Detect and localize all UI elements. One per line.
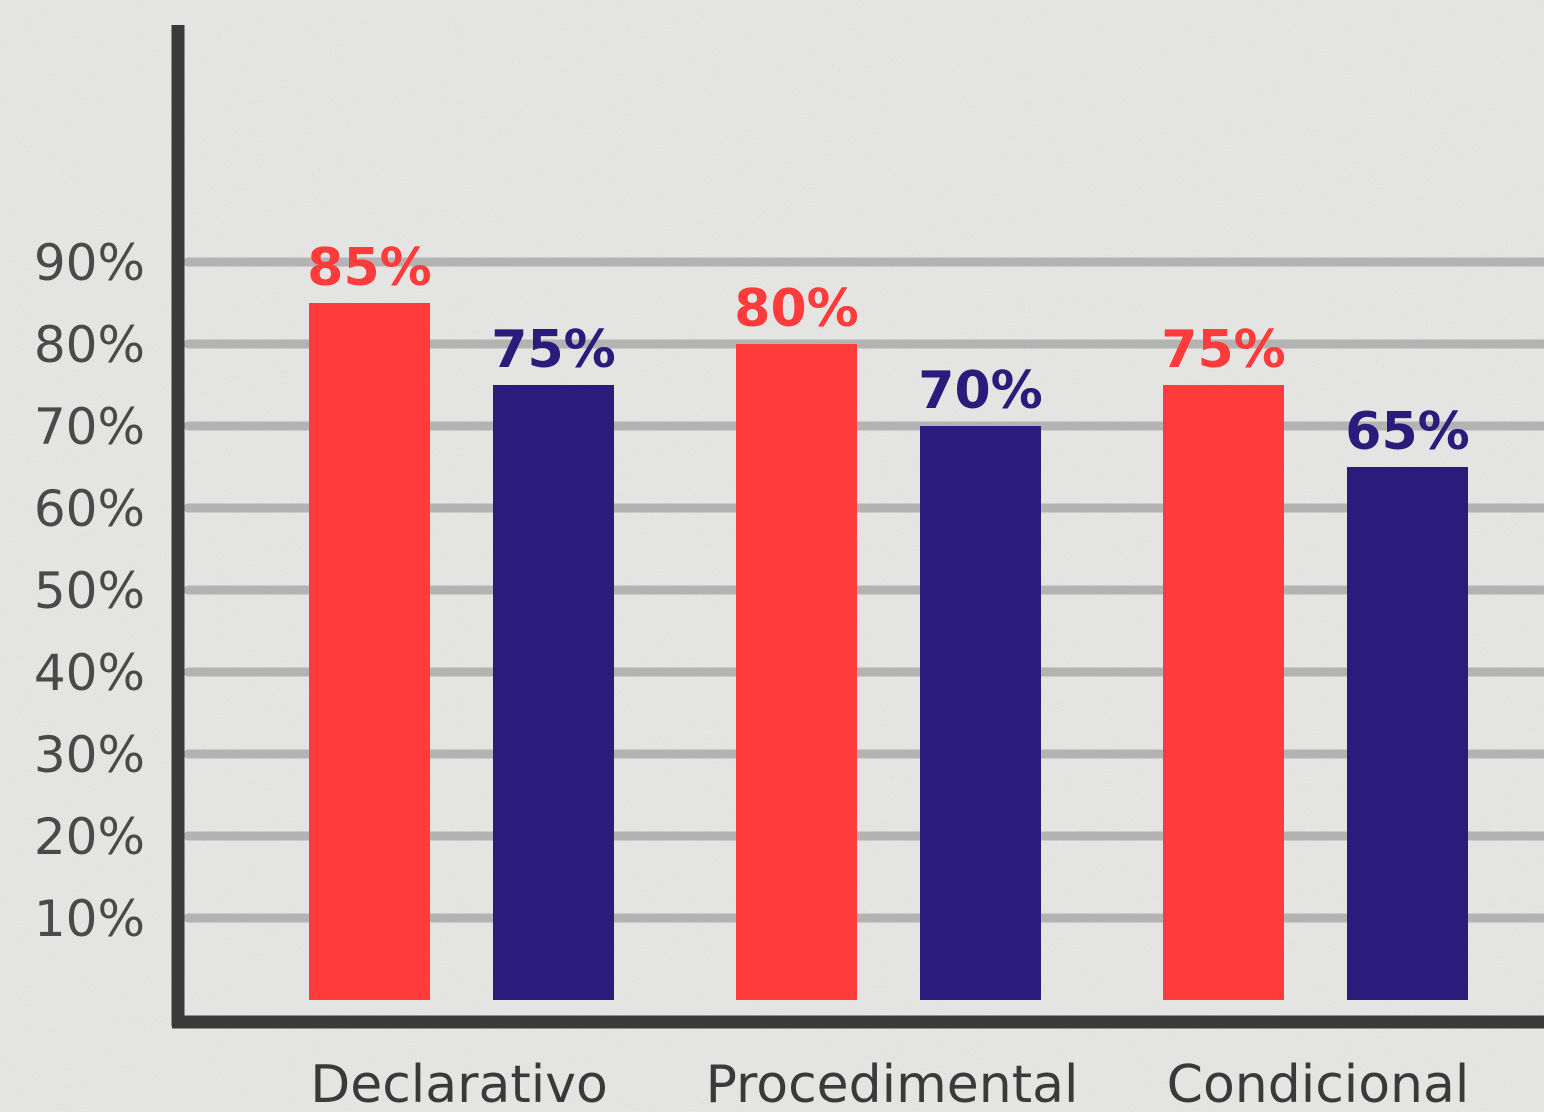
axes (171, 25, 1544, 1029)
y-axis-ticks: 10% 20% 30% 40% 50% 60% 70% 80% 90% (34, 234, 145, 948)
y-tick-label: 20% (34, 808, 145, 866)
y-tick-label: 50% (34, 562, 145, 620)
y-tick-label: 10% (34, 890, 145, 948)
y-tick-label: 80% (34, 316, 145, 374)
data-label: 65% (1345, 402, 1469, 462)
x-tick-label: Procedimental (706, 1055, 1079, 1112)
data-label: 75% (1161, 320, 1285, 380)
bar (1163, 385, 1284, 1000)
data-label: 70% (918, 361, 1042, 421)
bar (493, 385, 614, 1000)
x-tick-label: Declarativo (310, 1055, 608, 1112)
bar (309, 303, 430, 1000)
y-tick-label: 70% (34, 398, 145, 456)
bars (309, 303, 1468, 1000)
data-label: 80% (734, 279, 858, 339)
data-labels: 85% 80% 75% 75% 70% 65% (307, 238, 1469, 462)
y-tick-label: 60% (34, 480, 145, 538)
y-tick-label: 90% (34, 234, 145, 292)
y-tick-label: 30% (34, 726, 145, 784)
x-axis-ticks: Declarativo Procedimental Condicional (310, 1055, 1469, 1112)
bar (920, 426, 1041, 1000)
bar (1347, 467, 1468, 1000)
data-label: 75% (491, 320, 615, 380)
x-tick-label: Condicional (1167, 1055, 1470, 1112)
y-tick-label: 40% (34, 644, 145, 702)
bar (736, 344, 857, 1000)
data-label: 85% (307, 238, 431, 298)
